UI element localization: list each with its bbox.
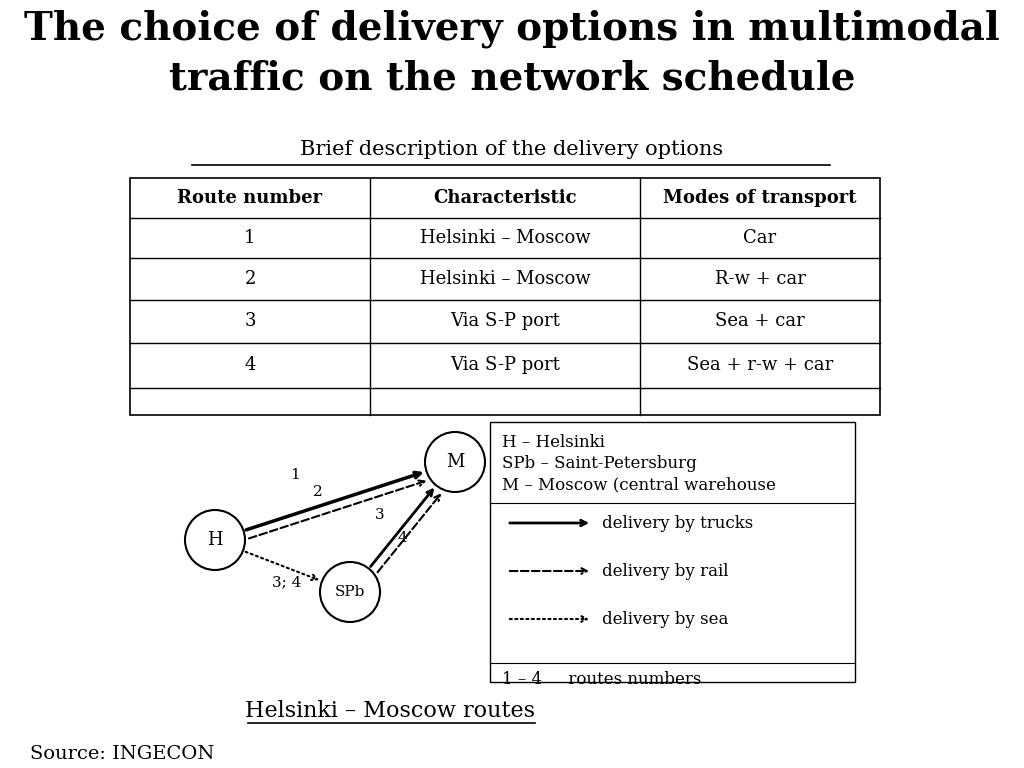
- Circle shape: [425, 432, 485, 492]
- Text: SPb – Saint-Petersburg: SPb – Saint-Petersburg: [502, 455, 696, 472]
- Text: Helsinki – Moscow routes: Helsinki – Moscow routes: [245, 700, 535, 722]
- Text: Route number: Route number: [177, 189, 323, 207]
- Text: 1: 1: [245, 229, 256, 247]
- Text: delivery by sea: delivery by sea: [602, 611, 728, 627]
- Text: Sea + r-w + car: Sea + r-w + car: [687, 356, 834, 375]
- Text: 3: 3: [245, 313, 256, 330]
- Text: R-w + car: R-w + car: [715, 270, 806, 288]
- Text: Modes of transport: Modes of transport: [664, 189, 857, 207]
- Text: traffic on the network schedule: traffic on the network schedule: [169, 60, 855, 98]
- Text: H – Helsinki: H – Helsinki: [502, 434, 605, 451]
- Text: 1: 1: [290, 468, 300, 482]
- Text: H: H: [207, 531, 223, 549]
- Text: Helsinki – Moscow: Helsinki – Moscow: [420, 270, 590, 288]
- Circle shape: [319, 562, 380, 622]
- Text: 4: 4: [397, 531, 408, 545]
- Text: Sea + car: Sea + car: [715, 313, 805, 330]
- Text: Helsinki – Moscow: Helsinki – Moscow: [420, 229, 590, 247]
- Text: 2: 2: [313, 485, 323, 499]
- Text: Via S-P port: Via S-P port: [451, 356, 560, 375]
- Text: delivery by trucks: delivery by trucks: [602, 515, 754, 531]
- Text: Brief description of the delivery options: Brief description of the delivery option…: [300, 140, 724, 159]
- Text: The choice of delivery options in multimodal: The choice of delivery options in multim…: [25, 10, 999, 48]
- Text: SPb: SPb: [335, 585, 366, 599]
- Text: 3: 3: [375, 508, 384, 522]
- Text: Via S-P port: Via S-P port: [451, 313, 560, 330]
- Text: Car: Car: [743, 229, 776, 247]
- Bar: [490, 422, 855, 682]
- Text: M: M: [445, 453, 464, 471]
- Text: 2: 2: [245, 270, 256, 288]
- Text: delivery by rail: delivery by rail: [602, 562, 728, 580]
- Bar: [130, 178, 880, 415]
- Text: 1 – 4     routes numbers: 1 – 4 routes numbers: [502, 671, 701, 688]
- Circle shape: [185, 510, 245, 570]
- Text: Source: INGECON: Source: INGECON: [30, 745, 214, 763]
- Text: M – Moscow (central warehouse: M – Moscow (central warehouse: [502, 476, 776, 493]
- Text: 4: 4: [245, 356, 256, 375]
- Text: Characteristic: Characteristic: [433, 189, 577, 207]
- Text: 3; 4: 3; 4: [272, 575, 302, 589]
